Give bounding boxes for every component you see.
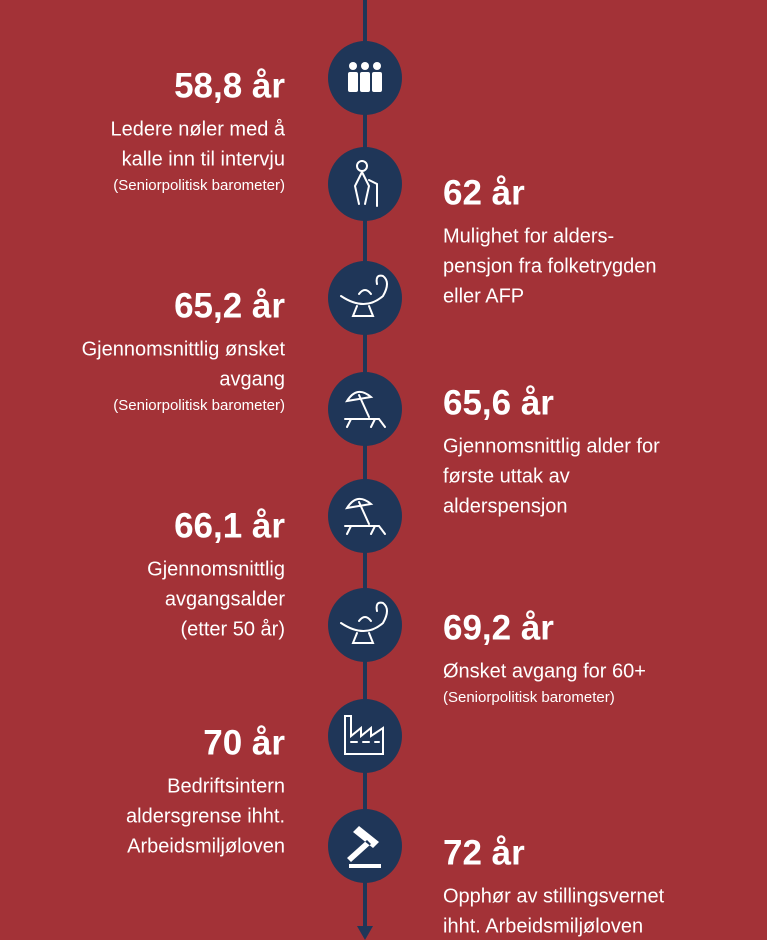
event-text: ihht. Arbeidsmiljøloven [443, 915, 643, 937]
event-source: (Seniorpolitisk barometer) [113, 177, 285, 194]
event-heading: 58,8 år [174, 66, 285, 105]
icon [344, 497, 386, 535]
event-text: første uttak av [443, 465, 570, 487]
icon-part [349, 62, 357, 70]
icon [347, 826, 381, 868]
axis-arrow [357, 926, 373, 940]
icon [340, 274, 388, 317]
icon [344, 390, 386, 428]
icon-part [360, 72, 370, 92]
event-text: (etter 50 år) [181, 618, 285, 640]
icon-part [361, 62, 369, 70]
event-text: aldersgrense ihht. [126, 805, 285, 827]
icon-part [356, 160, 368, 172]
event-heading: 62 år [443, 173, 525, 212]
event-text: kalle inn til intervju [122, 148, 285, 170]
event-text: avgangsalder [165, 588, 285, 610]
event-text: Gjennomsnittlig [147, 558, 285, 580]
icon-part [340, 601, 388, 644]
event-source: (Seniorpolitisk barometer) [113, 397, 285, 414]
icon-part [348, 72, 358, 92]
event-text: Ønsket avgang for 60+ [443, 660, 646, 682]
icon-circle [328, 699, 402, 773]
icon-part [344, 715, 384, 755]
event-heading: 72 år [443, 833, 525, 872]
icon-part [344, 497, 386, 535]
icon-part [347, 826, 381, 868]
event-text: Gjennomsnittlig ønsket [82, 338, 286, 360]
event-text: Opphør av stillingsvernet [443, 885, 665, 907]
icon-part [340, 274, 388, 317]
event-text: avgang [219, 368, 285, 390]
event-text: eller AFP [443, 285, 524, 307]
icon-part [353, 171, 378, 207]
icon-part [344, 390, 386, 428]
icon [344, 715, 384, 755]
event-text: pensjon fra folketrygden [443, 255, 656, 277]
icon-part [373, 62, 381, 70]
event-heading: 69,2 år [443, 608, 554, 647]
event-heading: 66,1 år [174, 506, 285, 545]
icon [340, 601, 388, 644]
icon [348, 62, 382, 92]
event-text: Bedriftsintern [167, 775, 285, 797]
event-source: (Seniorpolitisk barometer) [443, 689, 615, 706]
icon-part [372, 72, 382, 92]
event-text: Mulighet for alders- [443, 225, 614, 247]
event-heading: 70 år [203, 723, 285, 762]
icon-circle [328, 588, 402, 662]
icon-circle [328, 147, 402, 221]
event-text: alderspensjon [443, 495, 568, 517]
event-text: Ledere nøler med å [110, 118, 285, 140]
event-heading: 65,2 år [174, 286, 285, 325]
event-text: Gjennomsnittlig alder for [443, 435, 660, 457]
event-heading: 65,6 år [443, 383, 554, 422]
event-text: Arbeidsmiljøloven [127, 835, 285, 857]
icon-circle [328, 261, 402, 335]
icon [353, 160, 378, 207]
